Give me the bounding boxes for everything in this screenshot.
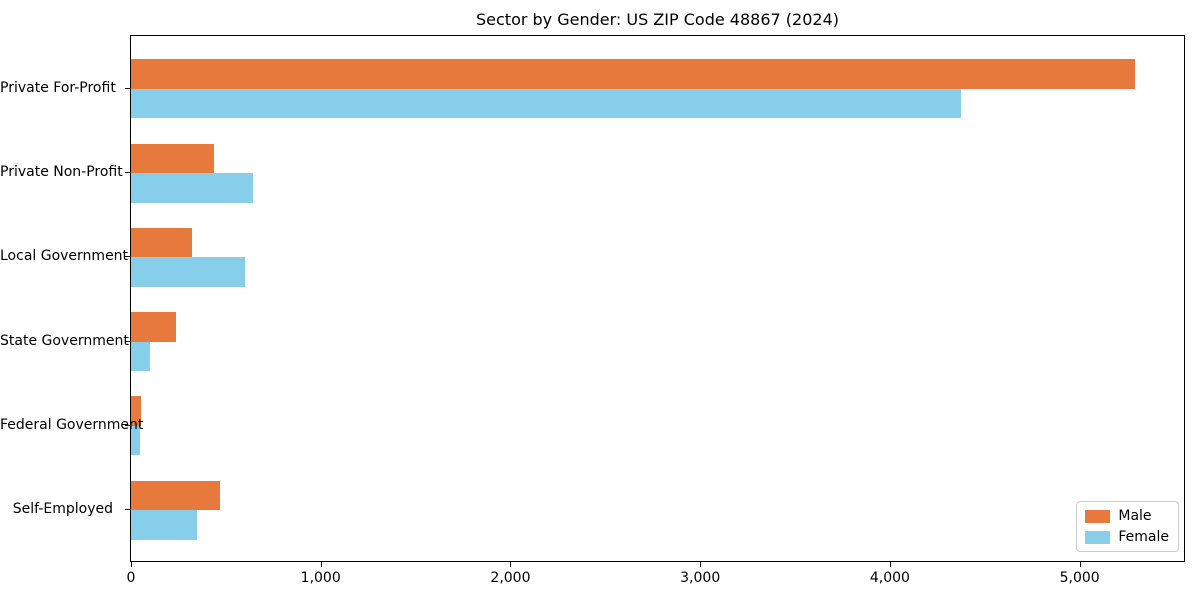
x-tick-2000 xyxy=(510,562,512,567)
bar-male-private-non-profit xyxy=(131,143,214,173)
chart-title: Sector by Gender: US ZIP Code 48867 (202… xyxy=(476,10,839,29)
plot-area: Male Female xyxy=(130,35,1185,562)
bar-female-private-for-profit xyxy=(131,88,962,119)
category-label-federal-government: Federal Government xyxy=(0,416,144,433)
bar-female-state-government xyxy=(131,341,150,372)
x-tick-0 xyxy=(131,562,132,567)
x-tick-3000 xyxy=(700,562,702,567)
legend-swatch-female xyxy=(1085,530,1111,544)
bar-male-state-government xyxy=(131,312,176,342)
bar-male-local-government xyxy=(131,227,192,258)
x-tick-1000 xyxy=(320,562,322,567)
y-tick-local-government xyxy=(125,256,130,258)
x-tick-5000 xyxy=(1079,562,1081,567)
category-label-local-government: Local Government xyxy=(0,248,129,265)
bar-female-self-employed xyxy=(131,510,198,540)
legend: Male Female xyxy=(1076,501,1179,552)
category-label-private-non-profit: Private Non-Profit xyxy=(0,164,123,181)
category-label-self-employed: Self-Employed xyxy=(12,501,113,518)
y-tick-private-non-profit xyxy=(125,172,130,174)
y-tick-private-for-profit xyxy=(125,87,130,89)
x-tick-label-3000: 3,000 xyxy=(680,570,721,586)
category-label-state-government: State Government xyxy=(0,332,129,349)
x-tick-label-1000: 1,000 xyxy=(300,570,341,586)
legend-label-male: Male xyxy=(1118,508,1152,524)
x-tick-label-5000: 5,000 xyxy=(1059,570,1100,586)
category-label-private-for-profit: Private For-Profit xyxy=(0,79,116,96)
x-tick-label-2000: 2,000 xyxy=(490,570,531,586)
y-tick-self-employed xyxy=(125,509,130,511)
legend-swatch-male xyxy=(1085,509,1111,523)
legend-entry-male: Male xyxy=(1085,508,1169,524)
x-tick-4000 xyxy=(889,562,891,567)
bar-male-private-for-profit xyxy=(131,59,1135,89)
x-tick-label-4000: 4,000 xyxy=(869,570,910,586)
bar-male-federal-government xyxy=(131,396,141,426)
legend-entry-female: Female xyxy=(1085,529,1169,545)
y-tick-federal-government xyxy=(125,424,130,426)
bar-female-private-non-profit xyxy=(131,173,254,203)
bar-male-self-employed xyxy=(131,480,221,511)
x-tick-label-0: 0 xyxy=(126,570,136,586)
y-tick-state-government xyxy=(125,340,130,342)
legend-label-female: Female xyxy=(1118,529,1169,545)
bar-female-local-government xyxy=(131,257,245,287)
bar-female-federal-government xyxy=(131,425,141,456)
